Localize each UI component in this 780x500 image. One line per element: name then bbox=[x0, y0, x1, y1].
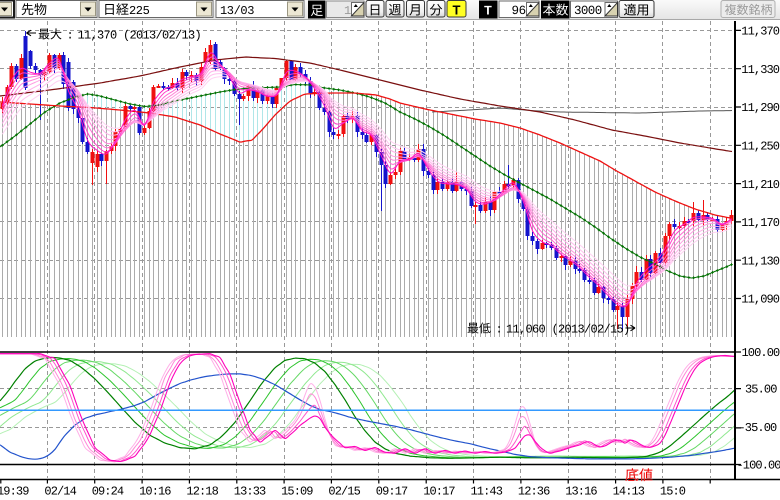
svg-text:19:39: 19:39 bbox=[0, 485, 29, 499]
svg-text:96: 96 bbox=[512, 4, 526, 18]
svg-text:11,290: 11,290 bbox=[741, 101, 780, 115]
svg-text:13/03: 13/03 bbox=[220, 4, 254, 18]
svg-text:100.00: 100.00 bbox=[742, 346, 780, 360]
svg-text:15:0: 15:0 bbox=[660, 485, 686, 499]
svg-text:11,130: 11,130 bbox=[741, 254, 780, 268]
svg-text:-100.00: -100.00 bbox=[737, 459, 780, 473]
svg-text:15:09: 15:09 bbox=[281, 485, 313, 499]
svg-text:1: 1 bbox=[344, 4, 351, 18]
svg-text:10:17: 10:17 bbox=[423, 485, 455, 499]
svg-text:225: 225 bbox=[129, 4, 150, 18]
svg-text:11,250: 11,250 bbox=[741, 140, 780, 154]
svg-text:02/15: 02/15 bbox=[328, 485, 360, 499]
svg-text::: : bbox=[496, 323, 503, 337]
svg-text:11:43: 11:43 bbox=[471, 485, 503, 499]
svg-text:13:16: 13:16 bbox=[565, 485, 597, 499]
svg-text:3000: 3000 bbox=[574, 4, 602, 18]
svg-text:10:16: 10:16 bbox=[139, 485, 171, 499]
svg-text:12:18: 12:18 bbox=[186, 485, 218, 499]
svg-text:11,210: 11,210 bbox=[741, 178, 780, 192]
svg-text:11,170: 11,170 bbox=[741, 216, 780, 230]
svg-text:T: T bbox=[453, 3, 461, 18]
svg-text:13:33: 13:33 bbox=[234, 485, 266, 499]
svg-text:02/14: 02/14 bbox=[44, 485, 76, 499]
svg-text:09:24: 09:24 bbox=[92, 485, 124, 499]
svg-text:11,370: 11,370 bbox=[741, 25, 780, 39]
svg-text:11,370 (2013/02/13): 11,370 (2013/02/13) bbox=[78, 29, 202, 43]
svg-text:11,330: 11,330 bbox=[741, 63, 780, 77]
svg-text:11,090: 11,090 bbox=[741, 293, 780, 307]
svg-text:35.00: 35.00 bbox=[745, 383, 777, 397]
svg-text:T: T bbox=[484, 4, 492, 18]
svg-text:11,060 (2013/02/15): 11,060 (2013/02/15) bbox=[506, 323, 630, 337]
svg-text:12:36: 12:36 bbox=[518, 485, 550, 499]
svg-text:09:17: 09:17 bbox=[376, 485, 408, 499]
svg-text:-35.00: -35.00 bbox=[739, 421, 778, 435]
svg-text:14:13: 14:13 bbox=[613, 485, 645, 499]
svg-text::: : bbox=[67, 29, 74, 43]
